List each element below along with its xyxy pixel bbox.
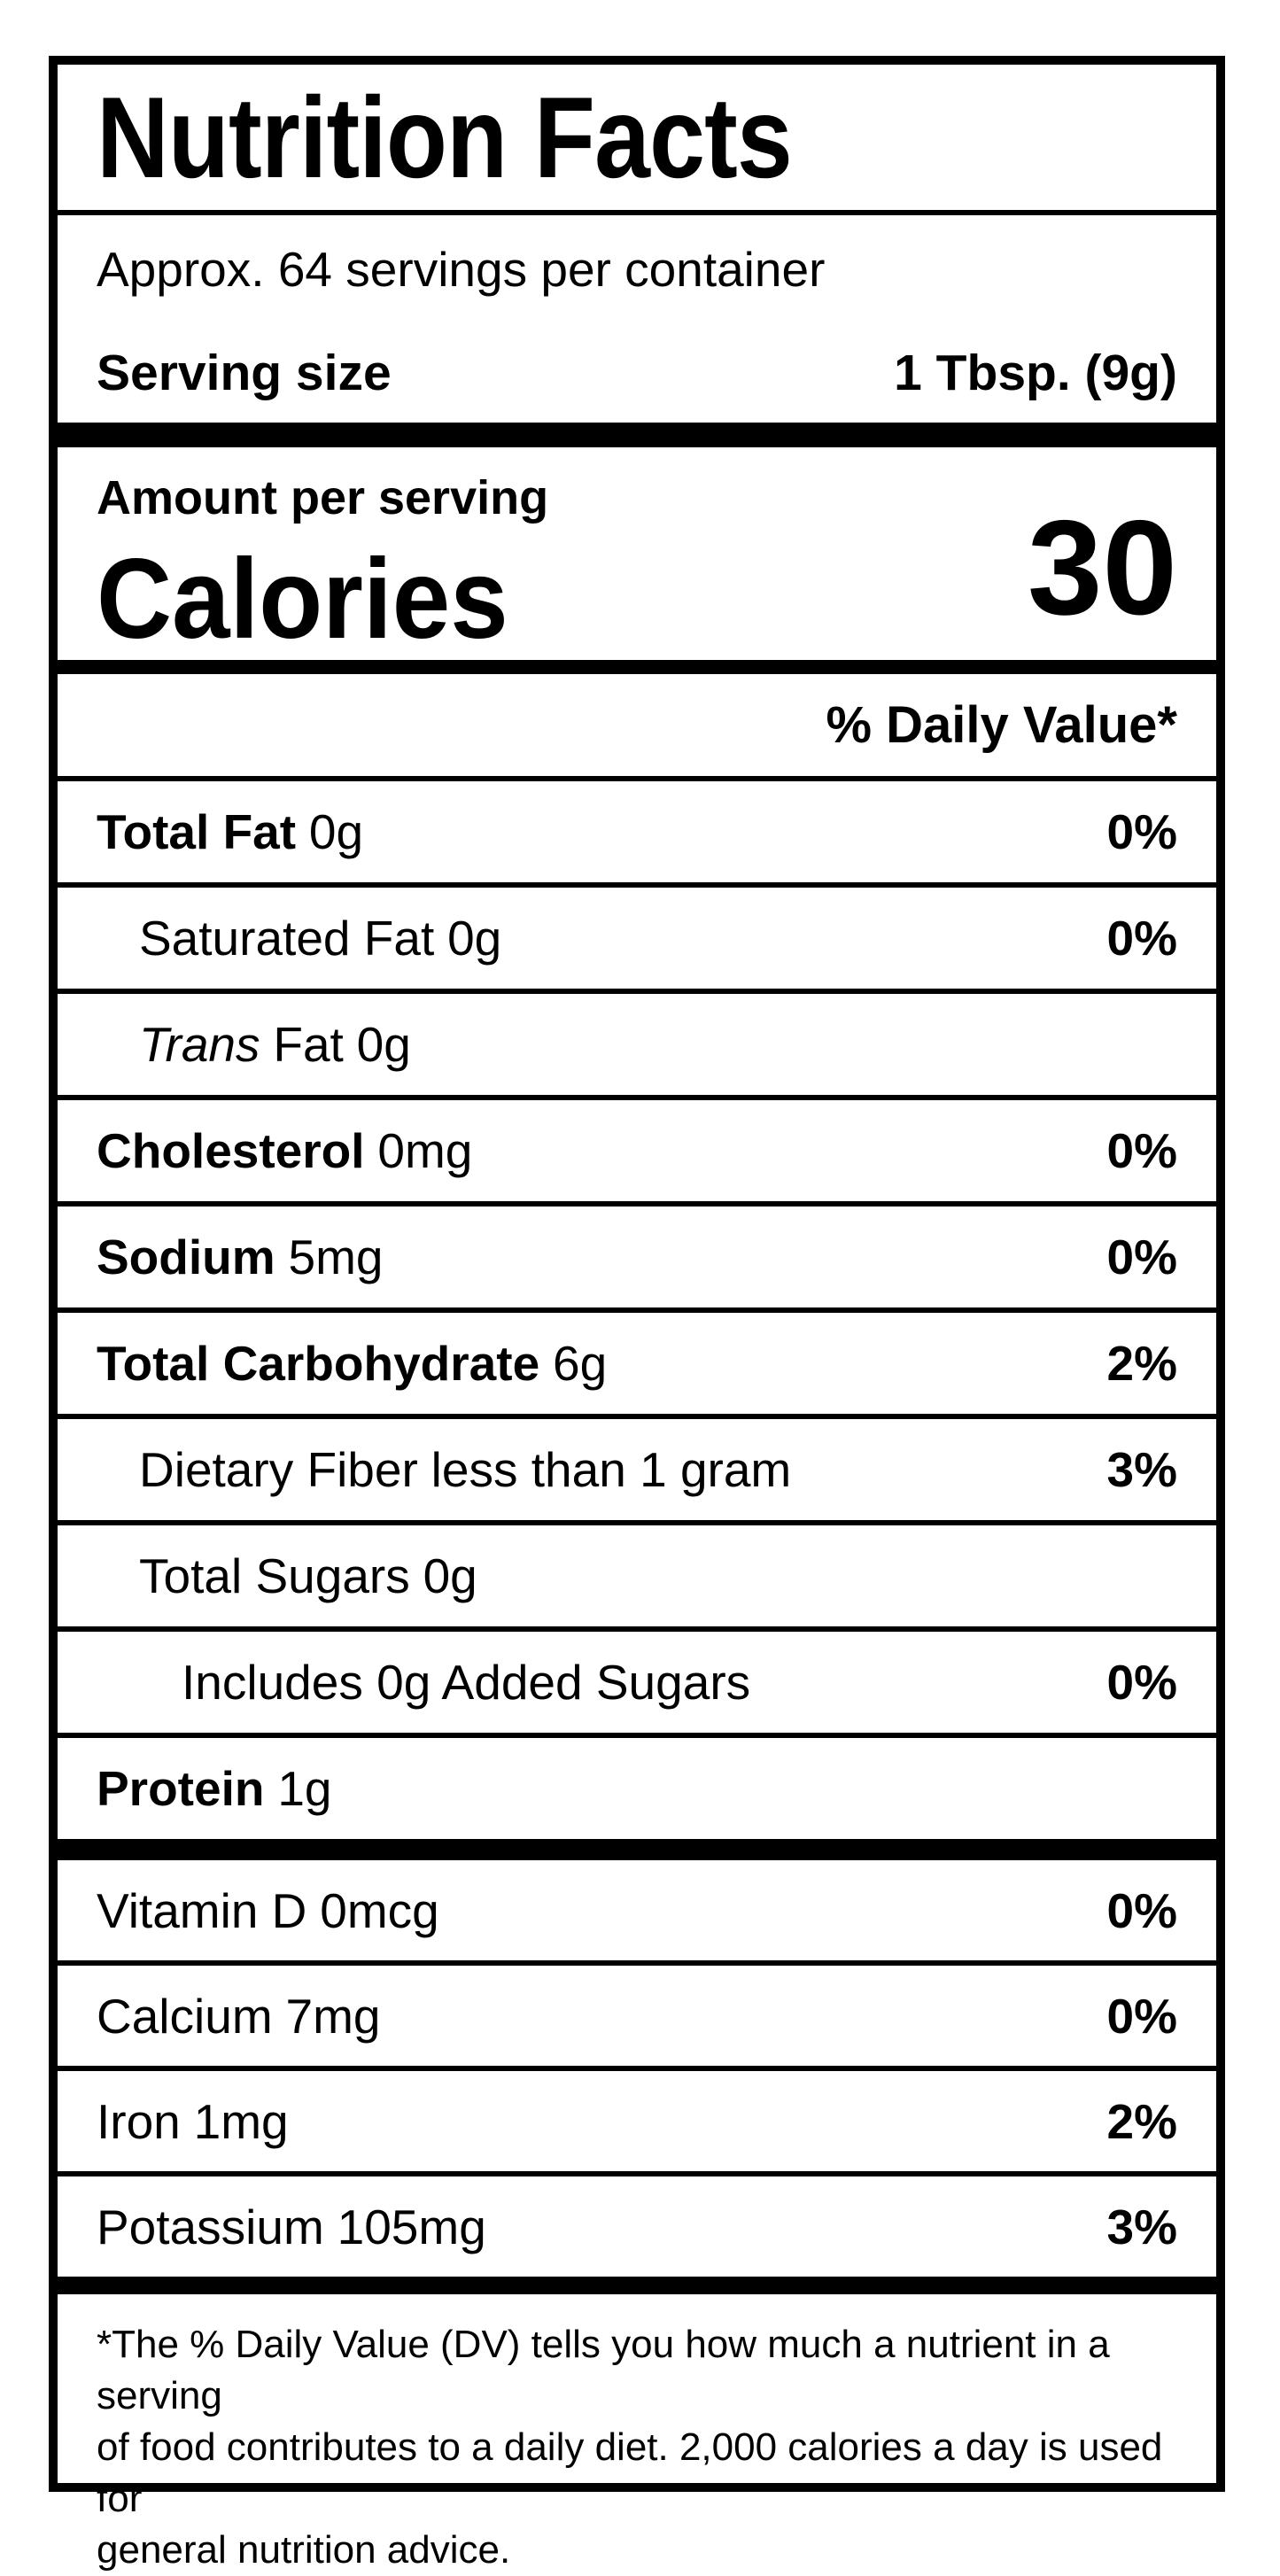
nutrient-row-trans-fat: Trans Fat 0g	[58, 994, 1216, 1095]
nutrient-name: Includes 0g Added Sugars	[182, 1655, 751, 1710]
nutrient-name: Cholesterol	[97, 1123, 365, 1178]
nutrient-name: Total Sugars	[139, 1548, 410, 1603]
vitamin-amount: 1mg	[193, 2093, 289, 2149]
nutrition-facts-label: Nutrition Facts Approx. 64 servings per …	[49, 56, 1225, 2572]
nutrient-amount: 0g	[423, 1548, 477, 1603]
nutrient-dv: 0%	[1106, 911, 1178, 966]
divider	[58, 1960, 1216, 1966]
vitamin-name: Vitamin D	[97, 1882, 307, 1938]
nutrient-dv: 0%	[1106, 804, 1178, 859]
divider	[58, 1201, 1216, 1207]
nutrient-row-saturated-fat: Saturated Fat 0g 0%	[58, 888, 1216, 989]
daily-value-header-row: % Daily Value*	[58, 674, 1216, 776]
divider	[58, 2066, 1216, 2071]
footnote-line: general nutrition advice.	[97, 2528, 511, 2572]
label-title-row: Nutrition Facts	[58, 65, 1216, 210]
vitamin-row-iron: Iron 1mg 2%	[58, 2071, 1216, 2171]
vitamin-name: Iron	[97, 2093, 181, 2149]
divider	[58, 989, 1216, 994]
nutrient-amount: 0g	[308, 804, 364, 859]
nutrient-amount: 6g	[553, 1336, 608, 1391]
vitamin-dv: 0%	[1106, 1988, 1178, 2044]
divider	[58, 1414, 1216, 1419]
thick-bar	[58, 423, 1216, 447]
vitamin-amount: 0mcg	[320, 1882, 439, 1938]
vitamin-amount: 105mg	[337, 2199, 486, 2254]
divider	[58, 1520, 1216, 1525]
nutrient-dv: 2%	[1106, 1336, 1178, 1391]
nutrient-dv: 0%	[1106, 1230, 1178, 1284]
vitamin-row-calcium: Calcium 7mg 0%	[58, 1966, 1216, 2066]
nutrient-row-protein: Protein 1g	[58, 1738, 1216, 1839]
amount-per-serving-label: Amount per serving	[97, 471, 549, 524]
nutrient-name: Total Fat	[97, 804, 297, 859]
divider	[58, 1626, 1216, 1632]
label-title: Nutrition Facts	[97, 73, 793, 202]
nutrient-row-added-sugars: Includes 0g Added Sugars 0%	[58, 1632, 1216, 1733]
nutrient-row-cholesterol: Cholesterol 0mg 0%	[58, 1100, 1216, 1201]
divider	[58, 210, 1216, 215]
serving-size-row: Serving size 1 Tbsp. (9g)	[58, 323, 1216, 423]
calories-label: Calories	[97, 536, 508, 663]
nutrient-amount: 0g	[447, 911, 502, 966]
nutrient-row-total-sugars: Total Sugars 0g	[58, 1525, 1216, 1626]
divider	[58, 2171, 1216, 2176]
nutrient-name: Sodium	[97, 1230, 275, 1284]
calories-left-column: Amount per serving Calories	[97, 447, 548, 660]
nutrient-name: Saturated Fat	[139, 911, 435, 966]
nutrient-dv: 0%	[1106, 1123, 1178, 1178]
nutrient-row-sodium: Sodium 5mg 0%	[58, 1207, 1216, 1307]
nutrient-amount: 1g	[277, 1761, 332, 1816]
nutrient-row-dietary-fiber: Dietary Fiber less than 1 gram 3%	[58, 1419, 1216, 1520]
serving-size-value: 1 Tbsp. (9g)	[894, 345, 1177, 401]
divider	[58, 882, 1216, 888]
servings-per-container-row: Approx. 64 servings per container	[58, 215, 1216, 323]
nutrient-name: Protein	[97, 1761, 265, 1816]
thick-bar	[58, 2277, 1216, 2294]
servings-per-container-text: Approx. 64 servings per container	[97, 242, 826, 297]
daily-value-footnote: *The % Daily Value (DV) tells you how mu…	[58, 2294, 1216, 2572]
divider	[58, 1095, 1216, 1100]
vitamin-name: Potassium	[97, 2199, 324, 2254]
divider	[58, 1733, 1216, 1738]
nutrient-amount: less than 1 gram	[431, 1442, 792, 1497]
nutrient-row-total-carbohydrate: Total Carbohydrate 6g 2%	[58, 1313, 1216, 1414]
vitamin-dv: 0%	[1106, 1882, 1178, 1938]
footnote-line: *The % Daily Value (DV) tells you how mu…	[97, 2323, 1110, 2417]
nutrient-name: Fat	[273, 1017, 344, 1072]
medium-bar	[58, 660, 1216, 674]
calories-value: 30	[1027, 493, 1177, 643]
vitamin-dv: 3%	[1106, 2199, 1178, 2254]
nutrient-row-total-fat: Total Fat 0g 0%	[58, 781, 1216, 882]
vitamin-row-potassium: Potassium 105mg 3%	[58, 2176, 1216, 2277]
nutrient-dv: 3%	[1106, 1442, 1178, 1497]
nutrient-amount: 5mg	[288, 1230, 384, 1284]
footnote-line: of food contributes to a daily diet. 2,0…	[97, 2425, 1163, 2520]
nutrient-name: Dietary Fiber	[139, 1442, 418, 1497]
serving-size-label: Serving size	[97, 345, 392, 401]
nutrient-amount: 0g	[356, 1017, 411, 1072]
vitamin-name: Calcium	[97, 1988, 273, 2044]
nutrient-name-italic: Trans	[139, 1017, 260, 1072]
vitamin-row-vitamin-d: Vitamin D 0mcg 0%	[58, 1860, 1216, 1960]
vitamin-dv: 2%	[1106, 2093, 1178, 2149]
vitamin-amount: 7mg	[285, 1988, 381, 2044]
divider	[58, 1307, 1216, 1313]
divider	[58, 776, 1216, 781]
nutrient-amount: 0mg	[377, 1123, 473, 1178]
nutrient-dv: 0%	[1106, 1655, 1178, 1710]
nutrient-name: Total Carbohydrate	[97, 1336, 540, 1391]
thick-bar	[58, 1839, 1216, 1860]
daily-value-header: % Daily Value*	[826, 696, 1177, 754]
calories-block: Amount per serving Calories 30	[58, 447, 1216, 660]
